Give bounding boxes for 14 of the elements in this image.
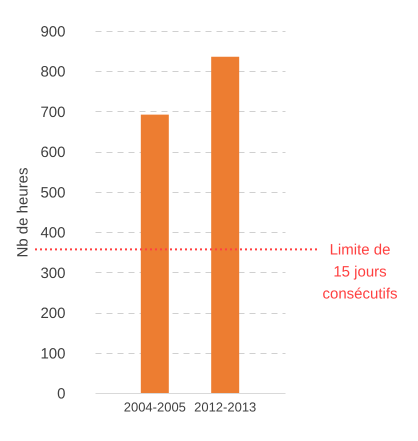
y-tick-label: 700	[40, 104, 66, 121]
y-tick-label: 300	[40, 264, 66, 282]
y-axis-title: Nb de heures	[14, 167, 32, 258]
y-tick-label: 500	[40, 184, 66, 202]
y-tick-label: 100	[40, 345, 66, 362]
y-tick-label: 400	[40, 224, 66, 242]
y-tick-label: 200	[40, 305, 66, 322]
y-tick-label: 900	[40, 24, 66, 40]
x-tick-label: 2004-2005	[124, 400, 186, 414]
y-tick-label: 600	[40, 144, 66, 162]
y-tick-label: 800	[40, 64, 66, 81]
ref-line-label: Limite de 15 jours consécutifs	[322, 241, 398, 302]
x-tick-label: 2012-2013	[194, 400, 256, 414]
y-tick-label: 0	[57, 386, 66, 402]
